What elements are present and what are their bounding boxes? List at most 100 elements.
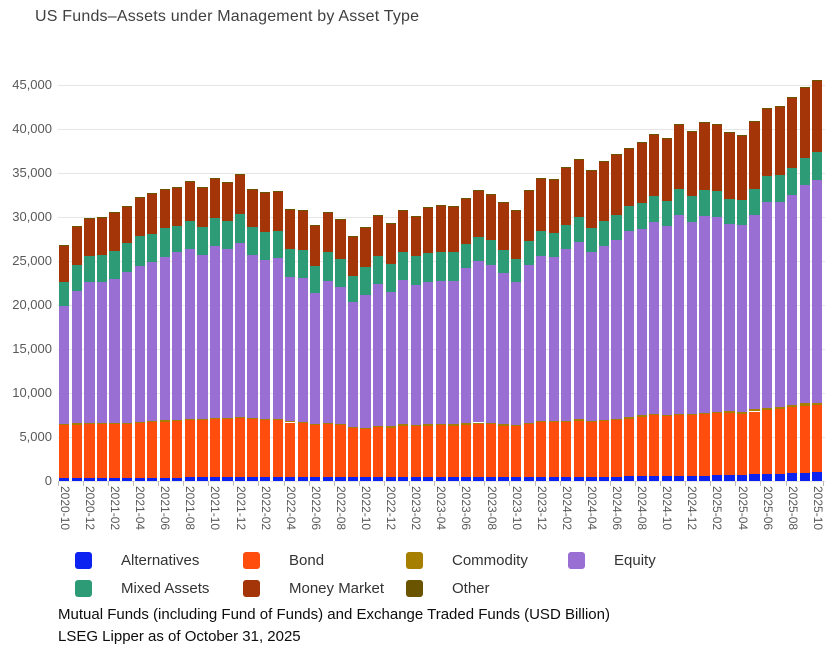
bar-2022-09 <box>347 60 359 481</box>
legend-item-mixed-assets[interactable]: Mixed Assets <box>75 580 243 597</box>
legend-item-bond[interactable]: Bond <box>243 552 406 569</box>
bar-segment-money-market <box>686 130 697 197</box>
bar-segment-equity <box>285 277 296 422</box>
x-tick-mark <box>158 481 159 486</box>
x-tick-mark <box>710 481 712 486</box>
bar-segment-commodity <box>172 419 183 421</box>
legend-item-money-market[interactable]: Money Market <box>243 580 406 597</box>
bar-segment-mixed-assets <box>234 214 246 243</box>
bar-segment-alternatives <box>121 477 133 481</box>
x-tick-label: 2021-10 <box>208 486 223 531</box>
bar-segment-equity <box>787 195 798 406</box>
bar-segment-mixed-assets <box>561 224 572 249</box>
bar-segment-money-market <box>209 178 221 219</box>
bar-2025-01 <box>699 60 710 481</box>
bar-segment-commodity <box>84 422 95 424</box>
x-tick-mark <box>409 481 410 486</box>
bar-segment-alternatives <box>310 477 321 481</box>
bar-segment-bond <box>523 424 534 477</box>
bar-segment-equity <box>121 271 133 423</box>
bar-segment-alternatives <box>448 477 459 481</box>
bar-segment-equity <box>498 272 509 425</box>
bar-segment-equity <box>774 201 785 407</box>
x-tick-mark <box>509 481 511 486</box>
bar-segment-alternatives <box>84 477 95 481</box>
bar-segment-equity <box>448 280 459 425</box>
bar-segment-mixed-assets <box>96 255 108 283</box>
bar-segment-mixed-assets <box>511 259 522 283</box>
legend-swatch-icon <box>406 552 423 569</box>
bar-segment-bond <box>498 425 509 477</box>
bar-segment-mixed-assets <box>159 228 170 258</box>
bar-segment-alternatives <box>699 475 710 481</box>
bar-segment-alternatives <box>523 476 534 481</box>
bar-segment-mixed-assets <box>360 267 371 295</box>
x-tick-label: 2020-12 <box>82 486 97 531</box>
bar-segment-money-market <box>96 217 108 256</box>
bar-segment-money-market <box>423 207 434 253</box>
bar-segment-commodity <box>749 409 760 412</box>
x-tick-label: 2023-08 <box>484 486 499 531</box>
bar-segment-alternatives <box>498 476 509 481</box>
bar-2023-03 <box>423 60 434 481</box>
bar-segment-money-market <box>561 166 572 225</box>
bar-segment-money-market <box>523 190 534 242</box>
bar-segment-mixed-assets <box>749 189 760 215</box>
bar-segment-equity <box>686 221 697 414</box>
bar-segment-alternatives <box>335 477 346 481</box>
x-tick-mark <box>760 481 762 486</box>
y-tick-label: 35,000 <box>12 165 52 180</box>
x-tick-label: 2025-02 <box>710 486 725 531</box>
bar-2022-08 <box>335 60 346 481</box>
bar-segment-bond <box>322 424 334 478</box>
bar-2023-11 <box>523 60 534 481</box>
bar-segment-equity <box>674 215 685 414</box>
bar-segment-money-market <box>711 124 723 192</box>
legend-swatch-icon <box>406 580 423 597</box>
bar-segment-alternatives <box>372 477 384 481</box>
x-tick-mark <box>735 481 737 486</box>
bar-2024-03 <box>573 60 585 481</box>
bar-segment-alternatives <box>573 476 585 481</box>
bar-segment-alternatives <box>385 477 396 481</box>
x-tick-label: 2025-10 <box>810 486 825 531</box>
bar-segment-mixed-assets <box>636 203 647 229</box>
bar-segment-money-market <box>260 192 271 233</box>
bar-segment-money-market <box>372 214 384 256</box>
legend-item-other[interactable]: Other <box>406 580 568 597</box>
bar-segment-mixed-assets <box>724 198 735 225</box>
bar-segment-mixed-assets <box>297 249 308 279</box>
bar-segment-mixed-assets <box>473 236 484 261</box>
legend-label: Commodity <box>452 552 528 569</box>
bar-2021-07 <box>172 60 183 481</box>
legend-label: Mixed Assets <box>121 580 210 597</box>
bar-2022-10 <box>360 60 371 481</box>
bar-segment-money-market <box>184 181 195 221</box>
x-tick-mark <box>634 481 636 486</box>
bar-segment-bond <box>423 425 434 478</box>
x-tick-mark <box>584 481 586 486</box>
x-tick-label: 2021-08 <box>183 486 198 531</box>
legend-item-commodity[interactable]: Commodity <box>406 552 568 569</box>
x-tick-label: 2024-10 <box>660 486 675 531</box>
bar-segment-money-market <box>774 106 785 176</box>
bar-segment-equity <box>548 257 559 421</box>
legend-item-equity[interactable]: Equity <box>568 552 728 569</box>
bar-segment-money-market <box>147 193 158 234</box>
bar-segment-mixed-assets <box>674 189 685 215</box>
bar-segment-equity <box>260 259 271 419</box>
y-tick-label: 5,000 <box>19 429 52 444</box>
bar-segment-alternatives <box>234 477 246 481</box>
bar-segment-bond <box>699 414 710 476</box>
bar-2025-02 <box>711 60 723 481</box>
bar-segment-commodity <box>711 411 723 414</box>
y-tick-label: 10,000 <box>12 385 52 400</box>
x-tick-label: 2022-02 <box>258 486 273 531</box>
bar-2023-06 <box>460 60 472 481</box>
y-tick-label: 45,000 <box>12 77 52 92</box>
bar-segment-alternatives <box>598 476 610 481</box>
legend-item-alternatives[interactable]: Alternatives <box>75 552 243 569</box>
bar-segment-equity <box>322 280 334 423</box>
bar-segment-money-market <box>611 154 622 215</box>
x-tick-mark <box>534 481 536 486</box>
